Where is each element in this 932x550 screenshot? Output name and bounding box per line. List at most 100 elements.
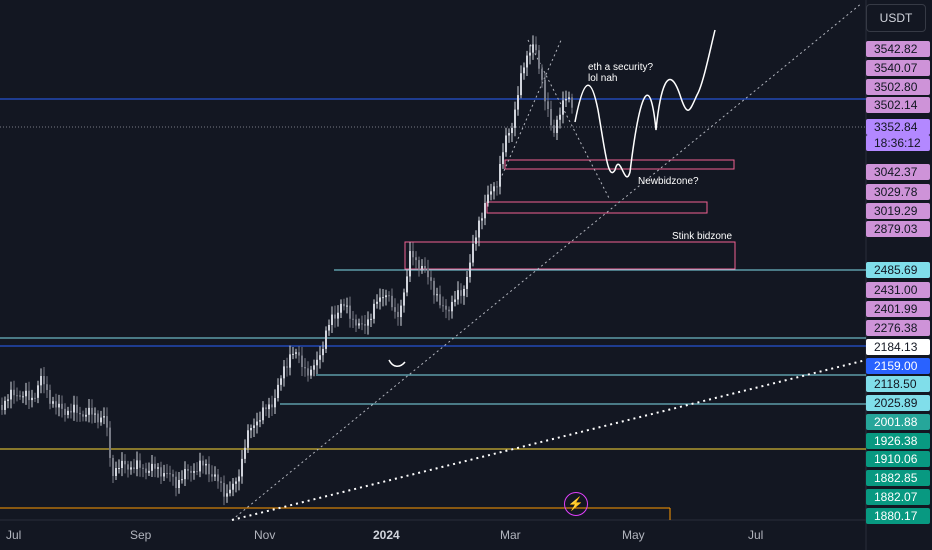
price-label: 1882.85 xyxy=(866,470,930,486)
candle-body xyxy=(433,280,435,296)
candle-body xyxy=(118,468,120,470)
candle-body xyxy=(226,493,228,497)
candle-body xyxy=(157,467,159,469)
candle-body xyxy=(4,400,6,410)
trendline-top-left xyxy=(499,37,563,181)
trendline-long xyxy=(231,359,867,521)
candle-body xyxy=(568,97,570,100)
candle-body xyxy=(565,99,567,101)
currency-button[interactable]: USDT xyxy=(866,4,926,32)
candle-body xyxy=(535,44,537,51)
candle-body xyxy=(172,474,174,477)
candle-body xyxy=(316,359,318,366)
candle-body xyxy=(403,292,405,306)
candle-body xyxy=(550,108,552,126)
candle-body xyxy=(250,428,252,431)
candle-body xyxy=(427,268,429,278)
candle-body xyxy=(58,403,60,408)
candle-body xyxy=(496,186,498,188)
candle-body xyxy=(46,384,48,390)
candle-body xyxy=(442,305,444,307)
candle-body xyxy=(175,476,177,488)
candle-body xyxy=(445,305,447,310)
candle-body xyxy=(349,305,351,319)
candle-body xyxy=(301,355,303,368)
candle-body xyxy=(256,421,258,426)
candle-body xyxy=(271,404,273,408)
candle-body xyxy=(31,397,33,401)
candle-body xyxy=(472,243,474,263)
candle-body xyxy=(295,352,297,354)
candle-body xyxy=(310,369,312,376)
candle-body xyxy=(217,474,219,482)
candle-body xyxy=(268,404,270,410)
candle-body xyxy=(337,312,339,319)
candle-body xyxy=(379,297,381,302)
candle-body xyxy=(451,301,453,312)
candle-body xyxy=(232,483,234,490)
candle-body xyxy=(430,277,432,281)
candle-body xyxy=(85,414,87,417)
horizontal-levels xyxy=(0,98,866,520)
candle-body xyxy=(529,52,531,56)
price-label: 3540.07 xyxy=(866,60,930,76)
candle-body xyxy=(514,109,516,128)
candle-body xyxy=(205,463,207,466)
candle-body xyxy=(286,366,288,368)
candle-body xyxy=(106,416,108,428)
candle-body xyxy=(208,463,210,475)
candle-body xyxy=(391,295,393,308)
candle-body xyxy=(43,376,45,385)
candle-body xyxy=(166,473,168,475)
bid-zones xyxy=(404,159,736,270)
candle-body xyxy=(112,457,114,477)
zone-upper xyxy=(504,159,735,170)
candle-body xyxy=(334,314,336,319)
candle-body xyxy=(193,471,195,473)
price-label: 3352.84 xyxy=(866,119,930,135)
candle-body xyxy=(340,303,342,313)
candle-body xyxy=(184,469,186,480)
lightning-icon[interactable]: ⚡ xyxy=(564,492,588,516)
candle-body xyxy=(367,319,369,326)
candle-body xyxy=(382,297,384,299)
candle-body xyxy=(91,407,93,415)
candle-body xyxy=(481,218,483,221)
candle-body xyxy=(358,323,360,326)
candle-body xyxy=(517,95,519,110)
candle-body xyxy=(511,127,513,134)
candle-body xyxy=(241,458,243,477)
candle-body xyxy=(64,408,66,415)
candle-body xyxy=(436,294,438,296)
candle-body xyxy=(520,73,522,96)
candle-body xyxy=(1,405,3,410)
x-tick-label: May xyxy=(622,528,645,542)
candle-body xyxy=(499,163,501,187)
price-label: 18:36:12 xyxy=(866,135,930,151)
candle-body xyxy=(181,479,183,481)
candle-body xyxy=(262,407,264,421)
x-tick-label: Sep xyxy=(130,528,152,542)
candle-body xyxy=(346,305,348,307)
x-tick-label: Mar xyxy=(500,528,521,542)
price-label: 3029.78 xyxy=(866,184,930,200)
price-label: 3502.80 xyxy=(866,79,930,95)
candle-body xyxy=(145,468,147,473)
candle-body xyxy=(460,290,462,296)
candle-body xyxy=(121,460,123,469)
projection-path xyxy=(574,29,716,178)
candle-body xyxy=(292,353,294,355)
candle-body xyxy=(76,404,78,413)
candle-body xyxy=(238,476,240,482)
candle-body xyxy=(373,303,375,319)
candle-body xyxy=(151,463,153,471)
candle-body xyxy=(298,352,300,356)
candle-body xyxy=(532,44,534,53)
trendline-steep xyxy=(231,2,863,521)
annotation-newbidzone: Newbidzone? xyxy=(638,176,699,187)
candle-body xyxy=(274,398,276,408)
candle-body xyxy=(508,133,510,136)
candle-body xyxy=(94,413,96,415)
candle-body xyxy=(70,410,72,413)
